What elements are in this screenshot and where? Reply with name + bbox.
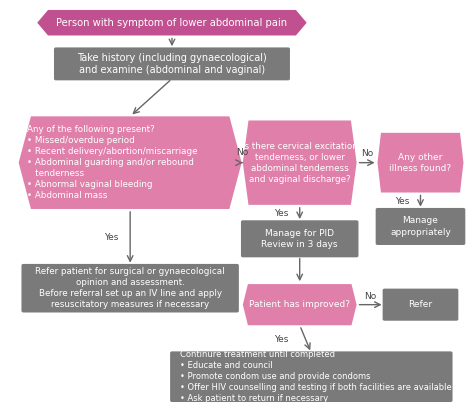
Text: Refer: Refer bbox=[409, 300, 433, 309]
Text: No: No bbox=[361, 149, 373, 158]
FancyBboxPatch shape bbox=[383, 289, 458, 321]
Polygon shape bbox=[377, 133, 464, 192]
Text: Yes: Yes bbox=[395, 197, 409, 205]
Text: Patient has improved?: Patient has improved? bbox=[249, 300, 350, 309]
Polygon shape bbox=[18, 116, 242, 209]
Text: Manage
appropriately: Manage appropriately bbox=[390, 216, 451, 236]
FancyBboxPatch shape bbox=[376, 208, 465, 245]
Text: Yes: Yes bbox=[274, 335, 288, 344]
Text: Any other
illness found?: Any other illness found? bbox=[390, 152, 452, 173]
Text: Yes: Yes bbox=[104, 233, 119, 242]
Text: No: No bbox=[365, 292, 377, 301]
Polygon shape bbox=[243, 121, 356, 205]
Text: Yes: Yes bbox=[274, 209, 288, 218]
Text: Continure treatment until completed
• Educate and council
• Promote condom use a: Continure treatment until completed • Ed… bbox=[180, 350, 452, 403]
FancyBboxPatch shape bbox=[170, 352, 453, 402]
Text: Person with symptom of lower abdominal pain: Person with symptom of lower abdominal p… bbox=[56, 18, 288, 28]
FancyBboxPatch shape bbox=[241, 220, 358, 257]
Polygon shape bbox=[243, 284, 356, 325]
Text: Is there cervical excitation
tenderness, or lower
abdominal tenderness
and vagin: Is there cervical excitation tenderness,… bbox=[242, 142, 357, 184]
Text: Manage for PID
Review in 3 days: Manage for PID Review in 3 days bbox=[262, 229, 338, 249]
Text: Any of the following present?
• Missed/overdue period
• Recent delivery/abortion: Any of the following present? • Missed/o… bbox=[27, 125, 198, 200]
Text: Take history (including gynaecological)
and examine (abdominal and vaginal): Take history (including gynaecological) … bbox=[77, 52, 267, 75]
Polygon shape bbox=[37, 10, 307, 35]
FancyBboxPatch shape bbox=[54, 47, 290, 80]
Text: No: No bbox=[236, 148, 248, 157]
FancyBboxPatch shape bbox=[21, 264, 239, 312]
Text: Refer patient for surgical or gynaecological
opinion and assessment.
Before refe: Refer patient for surgical or gynaecolog… bbox=[36, 267, 225, 310]
